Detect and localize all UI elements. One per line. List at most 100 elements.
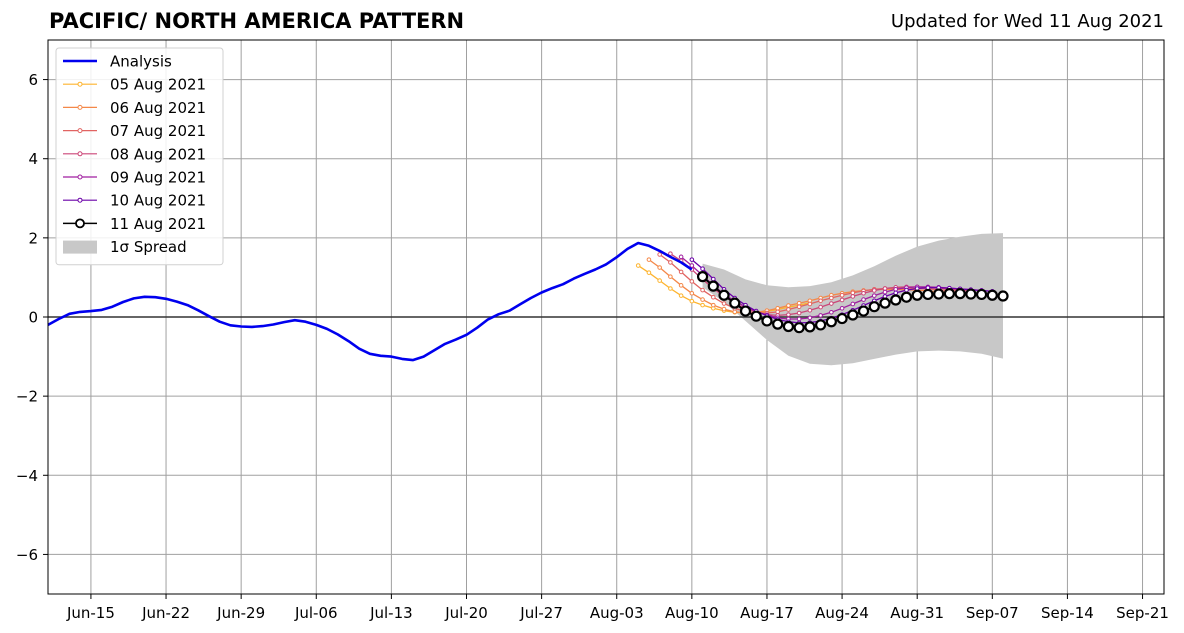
forecast-point (689, 263, 695, 268)
legend-forecast-marker (77, 197, 83, 203)
forecast-point (818, 304, 823, 310)
forecast-point (668, 260, 673, 265)
forecast-point (657, 265, 662, 270)
forecast-point (732, 309, 738, 315)
forecast-point (871, 293, 877, 298)
y-tick-label: 4 (28, 150, 38, 168)
legend-forecast-marker (77, 81, 83, 87)
forecast-point (857, 305, 870, 317)
spread-band-area (702, 233, 1003, 366)
forecast-point (890, 294, 902, 306)
legend-forecast-marker (77, 174, 83, 180)
forecast-point (696, 271, 709, 283)
forecast-point (836, 312, 848, 325)
forecast-point (689, 279, 695, 284)
forecast-point (786, 312, 791, 317)
forecast-point (678, 269, 684, 275)
x-tick-label: Aug-17 (740, 604, 794, 622)
forecast-point (893, 290, 899, 296)
analysis-line (47, 241, 693, 362)
x-tick-label: Jun-22 (141, 604, 190, 622)
forecast-point (657, 278, 662, 283)
y-tick-label: −2 (16, 388, 38, 406)
forecast-point (668, 286, 673, 291)
forecast-point (646, 257, 652, 262)
forecast-point (796, 310, 802, 316)
forecast-point (847, 309, 859, 321)
forecast-point (700, 302, 705, 308)
legend-label: 1σ Spread (110, 238, 187, 256)
legend-label: 05 Aug 2021 (110, 76, 206, 94)
forecast-point (750, 310, 762, 322)
legend-forecast-marker (77, 128, 83, 134)
forecast-point (882, 286, 888, 291)
forecast-point (839, 297, 845, 303)
x-tick-label: Jun-15 (66, 604, 115, 622)
forecast-point (807, 315, 813, 321)
forecast-point (975, 288, 988, 301)
forecast-point (807, 301, 813, 307)
legend: Analysis 05 Aug 2021 06 Aug 2021 07 Aug 202… (55, 47, 224, 266)
forecast-point (711, 302, 716, 308)
legend-label: 09 Aug 2021 (110, 169, 206, 187)
x-tick-label: Aug-10 (665, 604, 719, 622)
forecast-point (721, 306, 727, 312)
forecast-point (711, 294, 716, 300)
legend-spread-swatch (63, 240, 97, 254)
forecast-point (850, 301, 856, 307)
legend-label: 11 Aug 2021 (110, 215, 206, 233)
series-group (47, 241, 1009, 362)
x-tick-label: Jun-29 (216, 604, 265, 622)
forecast-point (868, 301, 880, 313)
legend-box (55, 47, 224, 266)
forecast-point (739, 305, 752, 317)
y-tick-label: 0 (28, 309, 38, 327)
forecast-point (954, 288, 966, 300)
forecast-point (729, 297, 741, 309)
forecast-point (861, 290, 866, 296)
x-tick-label: Jul-13 (369, 604, 413, 622)
legend-label: 07 Aug 2021 (110, 122, 206, 140)
y-tick-label: −6 (16, 546, 38, 564)
forecast-point (775, 309, 780, 315)
forecast-point (668, 274, 673, 279)
forecast-point (689, 257, 695, 262)
x-tick-label: Sep-21 (1116, 604, 1169, 622)
forecast-point (700, 266, 705, 272)
chart-subtitle: Updated for Wed 11 Aug 2021 (890, 11, 1164, 32)
forecast-point (796, 300, 802, 306)
forecast-point (782, 320, 795, 333)
y-axis: −6 −4 −2 0 2 4 6 (16, 71, 48, 564)
forecast-point (871, 288, 877, 293)
x-tick-label: Aug-24 (815, 604, 869, 622)
forecast-point (879, 297, 891, 309)
forecast-point (900, 291, 913, 303)
forecast-point (861, 297, 866, 302)
forecast-point (761, 315, 773, 327)
forecast-point (786, 303, 791, 308)
forecast-point (850, 290, 856, 296)
legend-label: 10 Aug 2021 (110, 192, 206, 210)
forecast-point (796, 316, 802, 322)
x-tick-label: Jul-20 (444, 604, 488, 622)
x-tick-label: Aug-03 (590, 604, 644, 622)
forecast-point (933, 288, 945, 300)
forecast-point (825, 316, 837, 328)
forecast-point (707, 280, 719, 292)
forecast-point (893, 287, 899, 292)
forecast-point (689, 298, 695, 304)
forecast-point (678, 254, 684, 260)
forecast-point (882, 289, 888, 295)
forecast-point (839, 292, 845, 298)
forecast-point (986, 289, 998, 301)
x-axis: Jun-15 Jun-22 Jun-29 Jul-06 Jul-13 Jul-20 Jul-… (66, 594, 1169, 622)
forecast-point (678, 293, 684, 298)
x-tick-label: Jul-27 (519, 604, 563, 622)
forecast-point (646, 270, 652, 275)
forecast-point (775, 305, 780, 311)
forecast-point (922, 288, 934, 301)
forecast-point (786, 307, 791, 312)
forecast-point (818, 298, 823, 304)
forecast-point (657, 252, 662, 257)
